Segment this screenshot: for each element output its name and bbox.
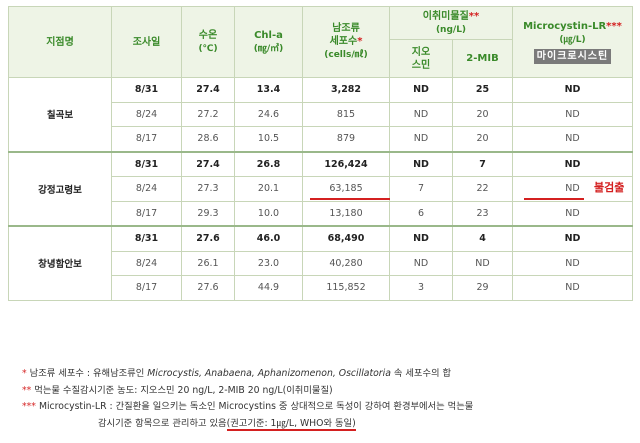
annotation-not-detected: 불검출 — [594, 181, 625, 194]
chla-cell: 20.1 — [234, 176, 303, 202]
mib-cell: 23 — [452, 200, 513, 227]
date-cell: 8/17 — [111, 275, 182, 301]
microcystin-cell: ND — [512, 250, 633, 276]
mib-cell: ND — [452, 250, 513, 276]
highlight-underline-cells — [310, 198, 390, 200]
temp-cell: 29.3 — [181, 200, 235, 227]
microcystin-korean-label: 마이크로시스틴 — [533, 49, 612, 64]
mib-cell: 22 — [452, 176, 513, 202]
chla-cell: 44.9 — [234, 275, 303, 301]
cyano-cells-cell: 40,280 — [302, 250, 390, 276]
date-cell: 8/24 — [111, 176, 182, 202]
microcystin-cell: ND — [512, 176, 633, 202]
geosmin-cell: ND — [389, 126, 453, 152]
geosmin-cell: 6 — [389, 200, 453, 227]
mib-cell: 4 — [452, 225, 513, 252]
microcystin-cell: ND — [512, 225, 633, 252]
note-microcystin: *** Microcystin-LR : 간질환을 일으키는 독소인 Microc… — [22, 401, 474, 412]
cyano-cells-cell: 3,282 — [302, 77, 390, 103]
microcystin-cell: ND — [512, 101, 633, 127]
water-quality-table: 지점명 조사일 수온 (℃) Chl-a (㎎/㎥) 남조류 세포수* (cells/㎖… — [8, 6, 633, 301]
geosmin-cell: ND — [389, 77, 453, 103]
cyano-cells-cell: 13,180 — [302, 200, 390, 227]
table-row: 8/17 27.6 44.9 115,852 3 29 ND — [9, 275, 633, 301]
table-row: 8/17 29.3 10.0 13,180 6 23 ND — [9, 200, 633, 227]
chla-cell: 24.6 — [234, 101, 303, 127]
mib-cell: 20 — [452, 101, 513, 127]
microcystin-cell: ND — [512, 126, 633, 152]
date-cell: 8/17 — [111, 200, 182, 227]
date-cell: 8/31 — [111, 225, 182, 252]
table-row: 8/24 27.3 20.1 63,185 7 22 ND — [9, 176, 633, 202]
site-name-cell: 칠곡보 — [8, 77, 112, 152]
header-microcystin: Microcystin-LR*** (㎍/L) 마이크로시스틴 — [512, 6, 633, 78]
site-name-cell: 강정고령보 — [8, 150, 112, 227]
header-2mib: 2-MIB — [452, 39, 513, 78]
chla-cell: 10.0 — [234, 200, 303, 227]
note-taste-odor: ** 먹는물 수질감시기준 농도: 지오스민 20 ng/L, 2-MIB 20 … — [22, 384, 333, 396]
chla-cell: 23.0 — [234, 250, 303, 276]
note-cyano: * 남조류 세포수 : 유해남조류인 Microcystis, Anabaena,… — [22, 368, 452, 379]
table-row: 칠곡보 8/31 27.4 13.4 3,282 ND 25 ND — [8, 77, 633, 152]
microcystin-cell: ND — [512, 77, 633, 103]
geosmin-cell: ND — [389, 250, 453, 276]
date-cell: 8/17 — [111, 126, 182, 152]
chla-cell: 46.0 — [234, 225, 303, 252]
mib-cell: 20 — [452, 126, 513, 152]
date-cell: 8/24 — [111, 101, 182, 127]
date-cell: 8/24 — [111, 250, 182, 276]
cyano-cells-cell: 126,424 — [302, 150, 390, 177]
header-date: 조사일 — [111, 6, 182, 78]
temp-cell: 27.3 — [181, 176, 235, 202]
temp-cell: 27.6 — [181, 275, 235, 301]
geosmin-cell: ND — [389, 225, 453, 252]
table-row: 8/17 28.6 10.5 879 ND 20 ND — [9, 126, 633, 152]
footnotes: * 남조류 세포수 : 유해남조류인 Microcystis, Anabaena,… — [22, 366, 632, 432]
cyano-cells-cell: 63,185 — [302, 176, 390, 202]
date-cell: 8/31 — [111, 150, 182, 177]
chla-cell: 13.4 — [234, 77, 303, 103]
header-site: 지점명 — [8, 6, 112, 78]
microcystin-cell: ND — [512, 200, 633, 227]
temp-cell: 28.6 — [181, 126, 235, 152]
guideline-text: (권고기준: 1㎍/L, WHO와 동일) — [226, 417, 356, 431]
header-temp: 수온 (℃) — [181, 6, 235, 78]
header-cyano-cells: 남조류 세포수* (cells/㎖) — [302, 6, 390, 78]
mib-cell: 25 — [452, 77, 513, 103]
geosmin-cell: 3 — [389, 275, 453, 301]
microcystin-cell: ND — [512, 150, 633, 177]
table-row: 8/24 27.2 24.6 815 ND 20 ND — [9, 101, 633, 127]
header-geosmin: 지오 스민 — [389, 39, 453, 78]
note-microcystin-cont: 감시기준 항목으로 관리하고 있음(권고기준: 1㎍/L, WHO와 동일) — [98, 417, 356, 431]
mib-cell: 7 — [452, 150, 513, 177]
temp-cell: 27.2 — [181, 101, 235, 127]
table-row: 창녕함안보 8/31 27.6 46.0 68,490 ND 4 ND — [8, 225, 633, 301]
temp-cell: 27.4 — [181, 77, 235, 103]
chla-cell: 10.5 — [234, 126, 303, 152]
date-cell: 8/31 — [111, 77, 182, 103]
cyano-cells-cell: 815 — [302, 101, 390, 127]
header-chla: Chl-a (㎎/㎥) — [234, 6, 303, 78]
mib-cell: 29 — [452, 275, 513, 301]
microcystin-cell: ND — [512, 275, 633, 301]
table-row: 강정고령보 8/31 27.4 26.8 126,424 ND 7 ND — [8, 150, 633, 227]
geosmin-cell: 7 — [389, 176, 453, 202]
geosmin-cell: ND — [389, 150, 453, 177]
site-name-cell: 창녕함안보 — [8, 225, 112, 301]
highlight-underline-mc — [524, 198, 584, 200]
header-taste-odor: 이취미물질** (ng/L) — [389, 6, 513, 40]
chla-cell: 26.8 — [234, 150, 303, 177]
cyano-cells-cell: 879 — [302, 126, 390, 152]
geosmin-cell: ND — [389, 101, 453, 127]
temp-cell: 27.4 — [181, 150, 235, 177]
temp-cell: 27.6 — [181, 225, 235, 252]
cyano-cells-cell: 115,852 — [302, 275, 390, 301]
cyano-cells-cell: 68,490 — [302, 225, 390, 252]
temp-cell: 26.1 — [181, 250, 235, 276]
